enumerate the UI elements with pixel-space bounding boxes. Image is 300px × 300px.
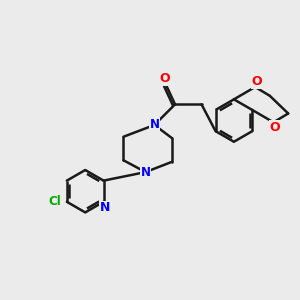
Text: N: N [100, 201, 110, 214]
Text: N: N [149, 118, 159, 131]
Text: O: O [159, 72, 170, 85]
Text: O: O [251, 75, 262, 88]
Text: N: N [141, 166, 151, 178]
Text: O: O [270, 121, 280, 134]
Text: Cl: Cl [48, 195, 61, 208]
